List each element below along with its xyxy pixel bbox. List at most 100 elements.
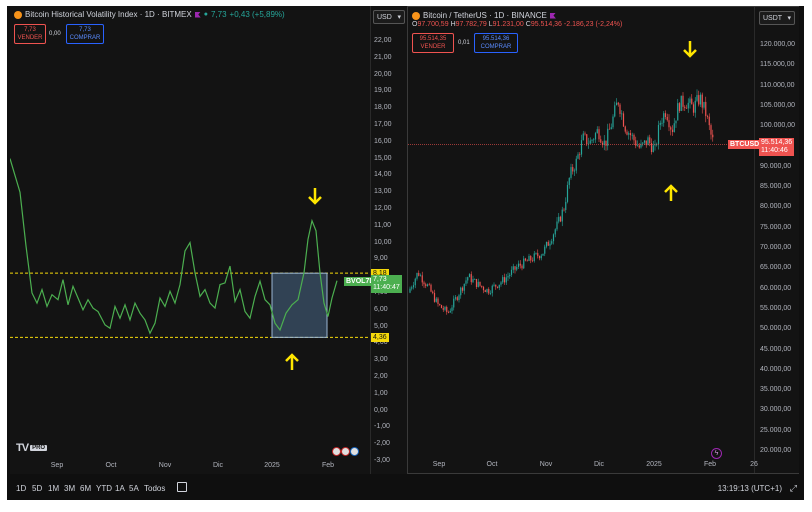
period-3m[interactable]: 3M — [64, 484, 76, 493]
candle — [573, 168, 576, 176]
candle-body — [559, 216, 562, 222]
candle — [696, 89, 698, 103]
sell-button[interactable]: 7,73 VENDER — [14, 24, 46, 44]
period-6m[interactable]: 6M — [80, 484, 92, 493]
btcusdt-plot-area[interactable] — [408, 7, 754, 473]
candle — [467, 276, 469, 284]
period-5a[interactable]: 5A — [129, 484, 139, 493]
candle-body — [684, 106, 686, 108]
candle — [701, 92, 703, 114]
candle — [678, 101, 681, 113]
candle-body — [498, 284, 500, 288]
period-1d[interactable]: 1D — [16, 484, 27, 493]
candle — [687, 98, 689, 113]
btcusdt-price-axis[interactable]: USDT ▾ 120.000,00 115.000,00 110.000,00 105.… — [754, 7, 799, 473]
candle-body — [439, 304, 441, 306]
candle — [414, 277, 416, 289]
candle-body — [673, 123, 675, 133]
candle-body — [411, 287, 413, 289]
candle — [682, 92, 684, 111]
tradingview-logo[interactable]: TV PRO — [16, 442, 48, 454]
y-tick-label: 10,00 — [374, 238, 392, 246]
btcusdt-time-axis[interactable]: Sep Oct Nov Dic 2025 Feb 26 — [408, 459, 758, 473]
candle — [670, 125, 672, 136]
candle — [540, 253, 542, 261]
clock-readout[interactable]: 13:19:13 (UTC+1) — [717, 484, 782, 493]
period-1a[interactable]: 1A — [115, 484, 125, 493]
volatility-legend[interactable]: Bitcoin Historical Volatility Index · 1D… — [14, 10, 285, 19]
candle-body — [488, 288, 490, 294]
candle — [684, 105, 686, 111]
sell-button[interactable]: 95.514,35 VENDER — [412, 33, 454, 53]
candle — [495, 284, 497, 290]
volatility-plot-area[interactable] — [10, 6, 370, 474]
candle — [577, 152, 579, 160]
volatility-symbol-title[interactable]: Bitcoin Historical Volatility Index · 1D… — [25, 10, 192, 19]
lower-level-label[interactable]: 4,36 — [371, 333, 389, 343]
candle-body — [677, 103, 679, 121]
candle — [421, 271, 423, 287]
candle-body — [502, 277, 504, 283]
candle — [659, 120, 661, 130]
y-tick-label: 14,00 — [374, 171, 392, 179]
candle-body — [607, 128, 609, 146]
candle-body — [591, 139, 593, 141]
buy-button[interactable]: 7,73 COMPRAR — [66, 24, 104, 44]
candle-body — [530, 255, 532, 261]
candle — [615, 98, 618, 106]
btcusdt-chart-pane[interactable]: Bitcoin / TetherUS · 1D · BINANCE O97.70… — [407, 6, 799, 474]
btcusdt-symbol-title[interactable]: Bitcoin / TetherUS · 1D · BINANCE — [423, 11, 547, 20]
event-flag-icon[interactable] — [332, 447, 341, 456]
candle — [453, 295, 455, 311]
period-ytd[interactable]: YTD — [96, 484, 112, 493]
volatility-chart-pane[interactable]: Bitcoin Historical Volatility Index · 1D… — [10, 6, 407, 474]
candle-body — [698, 95, 700, 105]
candle — [568, 177, 570, 189]
lightning-icon[interactable]: ϟ — [711, 448, 722, 459]
btcusdt-legend[interactable]: Bitcoin / TetherUS · 1D · BINANCE — [412, 11, 556, 20]
candle — [449, 308, 451, 313]
candle-body — [643, 140, 646, 143]
candle — [677, 98, 679, 121]
event-flag-icon[interactable] — [341, 447, 350, 456]
candle-body — [421, 275, 423, 283]
logo-text: TV — [16, 442, 29, 454]
candle-body — [433, 292, 436, 302]
candle-body — [638, 145, 640, 148]
candle — [474, 278, 476, 280]
fullscreen-icon[interactable]: ⤢ — [789, 483, 797, 493]
candle-body — [479, 281, 481, 286]
flag-icon[interactable] — [194, 11, 201, 18]
volatility-price-axis[interactable]: USD ▾ 22,00 21,00 20,00 19,00 18,00 17,00 16,00… — [370, 6, 407, 474]
candle — [493, 282, 495, 287]
candle-body — [547, 241, 549, 246]
candle — [663, 111, 665, 127]
candle-body — [705, 101, 707, 117]
candle — [631, 132, 633, 140]
x-tick-label: Feb — [321, 462, 335, 469]
events-icons[interactable] — [332, 447, 359, 457]
candle-body — [453, 298, 455, 308]
bitcoin-icon — [14, 10, 22, 19]
candle-body — [621, 113, 623, 115]
y-tick-label: 5,00 — [374, 322, 388, 330]
flag-icon[interactable] — [549, 12, 556, 19]
x-tick-label: 26 — [750, 461, 758, 468]
high-label: H — [450, 21, 456, 28]
spread-value: 0,00 — [49, 31, 61, 37]
date-range-icon[interactable] — [177, 482, 187, 492]
volatility-time-axis[interactable]: Sep Oct Nov Dic 2025 Feb — [10, 460, 370, 474]
event-flag-icon[interactable] — [350, 447, 359, 456]
currency-selector[interactable]: USDT ▾ — [759, 11, 795, 25]
candle-body — [454, 297, 457, 299]
upper-level-label[interactable]: 8,18 — [371, 269, 389, 279]
candle-body — [481, 285, 483, 287]
highlight-rectangle — [271, 272, 328, 338]
period-1m[interactable]: 1M — [48, 484, 60, 493]
candle — [617, 101, 619, 107]
candle — [430, 283, 432, 293]
period-5d[interactable]: 5D — [32, 484, 43, 493]
buy-button[interactable]: 95.514,36 COMPRAR — [474, 33, 518, 53]
currency-selector[interactable]: USD ▾ — [373, 10, 405, 24]
period-todos[interactable]: Todos — [144, 484, 166, 493]
